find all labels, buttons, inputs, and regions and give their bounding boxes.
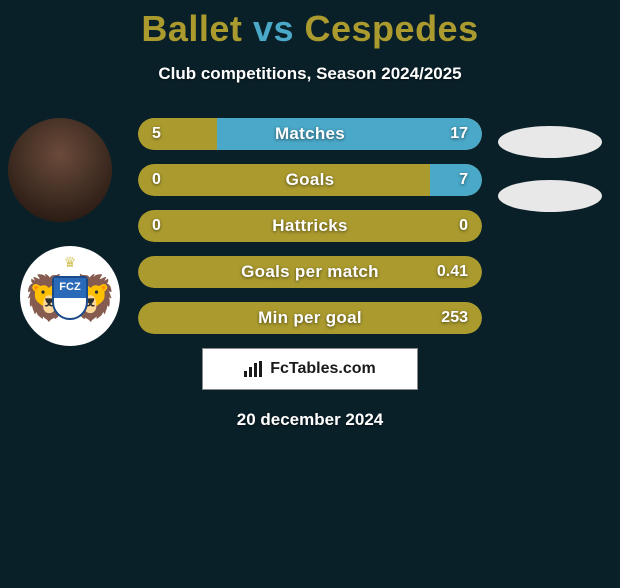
crown-icon: ♛ bbox=[58, 254, 82, 268]
brand-text: FcTables.com bbox=[270, 360, 376, 378]
club-badge: ♛ 🦁 🦁 FCZ bbox=[20, 246, 120, 346]
bar-chart-icon bbox=[244, 361, 264, 377]
subtitle: Club competitions, Season 2024/2025 bbox=[0, 64, 620, 84]
stat-row: 0.41Goals per match bbox=[138, 256, 482, 288]
stat-row: 253Min per goal bbox=[138, 302, 482, 334]
player2-avatar-placeholder-1 bbox=[498, 126, 602, 158]
club-initials: FCZ bbox=[54, 281, 86, 293]
stat-bars: 517Matches 07Goals 00Hattricks 0.41Goals pe… bbox=[138, 118, 482, 334]
title-player2: Cespedes bbox=[305, 8, 479, 49]
stat-row: 07Goals bbox=[138, 164, 482, 196]
right-avatars bbox=[498, 126, 602, 234]
stat-label: Goals per match bbox=[138, 256, 482, 288]
player1-avatar bbox=[8, 118, 112, 222]
brand-box: FcTables.com bbox=[202, 348, 418, 390]
title-player1: Ballet bbox=[141, 8, 242, 49]
player2-avatar-placeholder-2 bbox=[498, 180, 602, 212]
stat-label: Goals bbox=[138, 164, 482, 196]
stat-label: Matches bbox=[138, 118, 482, 150]
left-avatars: ♛ 🦁 🦁 FCZ bbox=[8, 118, 120, 370]
shield-icon: FCZ bbox=[52, 276, 88, 320]
title-vs: vs bbox=[253, 8, 294, 49]
stat-row: 517Matches bbox=[138, 118, 482, 150]
page-title: Ballet vs Cespedes bbox=[0, 8, 620, 50]
stat-row: 00Hattricks bbox=[138, 210, 482, 242]
date: 20 december 2024 bbox=[0, 410, 620, 430]
stat-label: Hattricks bbox=[138, 210, 482, 242]
stat-label: Min per goal bbox=[138, 302, 482, 334]
comparison-content: ♛ 🦁 🦁 FCZ 517Matches07Goals00Hattricks0.… bbox=[0, 118, 620, 334]
